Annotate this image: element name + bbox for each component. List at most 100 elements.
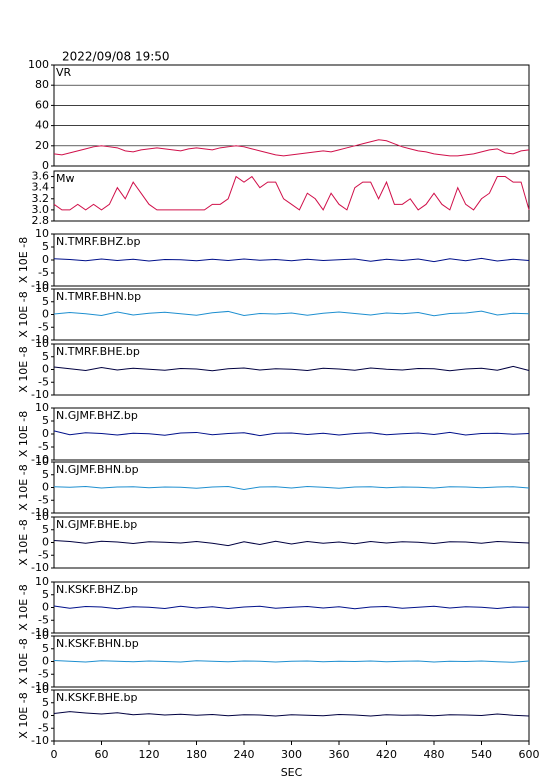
y-tick-label: -5	[38, 548, 49, 561]
panel-label: N.KSKF.BHZ.bp	[56, 583, 138, 596]
y-tick-label: 3.4	[32, 181, 50, 194]
x-axis-label: SEC	[281, 766, 303, 779]
panel-label: N.GJMF.BHZ.bp	[56, 409, 138, 422]
trace	[53, 485, 530, 491]
x-tick-label: 0	[51, 748, 58, 761]
y-axis-label: X 10E -8	[17, 519, 30, 565]
y-tick-label: 80	[35, 78, 49, 91]
trace	[53, 605, 530, 610]
y-tick-label: 10	[35, 683, 49, 696]
panel-label: N.GJMF.BHE.bp	[56, 518, 137, 531]
y-tick-label: 2.8	[32, 214, 50, 227]
y-tick-label: 40	[35, 119, 49, 132]
y-tick-label: 0	[42, 253, 49, 266]
panel-label: N.KSKF.BHE.bp	[56, 691, 137, 704]
y-tick-label: 5	[42, 642, 49, 655]
y-tick-label: 0	[42, 536, 49, 549]
panel-label: N.KSKF.BHN.bp	[56, 637, 139, 650]
y-tick-label: -10	[31, 734, 49, 747]
y-tick-label: 0	[42, 308, 49, 321]
y-tick-label: 5	[42, 696, 49, 709]
y-tick-label: 100	[28, 58, 49, 71]
y-tick-label: 10	[35, 629, 49, 642]
y-tick-label: -5	[38, 375, 49, 388]
y-tick-label: 10	[35, 575, 49, 588]
y-tick-label: 0	[42, 481, 49, 494]
y-tick-label: 10	[35, 401, 49, 414]
x-tick-label: 420	[376, 748, 397, 761]
y-axis-label: X 10E -8	[17, 237, 30, 283]
y-tick-label: 3.6	[32, 170, 50, 183]
y-tick-label: 0	[42, 363, 49, 376]
x-tick-label: 240	[234, 748, 255, 761]
y-tick-label: 3.0	[32, 203, 50, 216]
x-tick-label: 60	[95, 748, 109, 761]
y-tick-label: -5	[38, 613, 49, 626]
panel-label: N.TMRF.BHE.bp	[56, 345, 140, 358]
y-axis-label: X 10E -8	[17, 584, 30, 630]
y-tick-label: -5	[38, 320, 49, 333]
trace	[53, 539, 530, 547]
chart-title: 2022/09/08 19:50	[62, 50, 170, 64]
y-axis-label: X 10E -8	[17, 411, 30, 457]
y-axis-label: X 10E -8	[17, 692, 30, 738]
trace	[53, 365, 530, 372]
y-tick-label: -5	[38, 440, 49, 453]
trace	[53, 659, 530, 663]
panel-label: N.TMRF.BHN.bp	[56, 290, 141, 303]
y-axis-label: X 10E -8	[17, 346, 30, 392]
x-tick-label: 360	[329, 748, 350, 761]
y-tick-label: 0	[42, 427, 49, 440]
y-tick-label: 5	[42, 468, 49, 481]
y-tick-label: -5	[38, 721, 49, 734]
panel-label: Mw	[56, 172, 75, 185]
y-tick-label: -10	[31, 626, 49, 639]
trace	[53, 711, 530, 717]
y-axis-label: X 10E -8	[17, 638, 30, 684]
x-tick-label: 540	[471, 748, 492, 761]
y-tick-label: 0	[42, 709, 49, 722]
y-tick-label: 10	[35, 282, 49, 295]
y-tick-label: 5	[42, 295, 49, 308]
panel-label: VR	[56, 66, 72, 79]
y-tick-label: 20	[35, 139, 49, 152]
y-tick-label: -10	[31, 279, 49, 292]
y-tick-label: 3.2	[32, 192, 50, 205]
y-tick-label: 10	[35, 227, 49, 240]
trace	[53, 175, 530, 211]
y-tick-label: 0	[42, 655, 49, 668]
y-tick-label: 5	[42, 350, 49, 363]
y-tick-label: 10	[35, 455, 49, 468]
y-tick-label: -10	[31, 453, 49, 466]
panel-label: N.GJMF.BHN.bp	[56, 463, 139, 476]
trace	[53, 430, 530, 437]
x-tick-label: 180	[186, 748, 207, 761]
panel-label: N.TMRF.BHZ.bp	[56, 235, 140, 248]
y-tick-label: 60	[35, 98, 49, 111]
panel-frame	[53, 170, 530, 222]
y-axis-label: X 10E -8	[17, 291, 30, 337]
x-tick-label: 480	[424, 748, 445, 761]
y-tick-label: -5	[38, 266, 49, 279]
x-tick-label: 600	[519, 748, 540, 761]
y-tick-label: 5	[42, 240, 49, 253]
y-tick-label: 0	[42, 159, 49, 172]
y-tick-label: -10	[31, 388, 49, 401]
y-axis-label: X 10E -8	[17, 464, 30, 510]
y-tick-label: 0	[42, 601, 49, 614]
x-tick-label: 120	[139, 748, 160, 761]
y-tick-label: -5	[38, 493, 49, 506]
y-tick-label: -10	[31, 333, 49, 346]
y-tick-label: 10	[35, 510, 49, 523]
y-tick-label: -10	[31, 506, 49, 519]
trace	[53, 310, 530, 317]
trace	[53, 257, 530, 263]
y-tick-label: 5	[42, 588, 49, 601]
trace	[53, 139, 530, 157]
y-tick-label: 5	[42, 523, 49, 536]
y-tick-label: -10	[31, 561, 49, 574]
y-tick-label: -5	[38, 667, 49, 680]
x-tick-label: 300	[281, 748, 302, 761]
y-tick-label: -10	[31, 680, 49, 693]
